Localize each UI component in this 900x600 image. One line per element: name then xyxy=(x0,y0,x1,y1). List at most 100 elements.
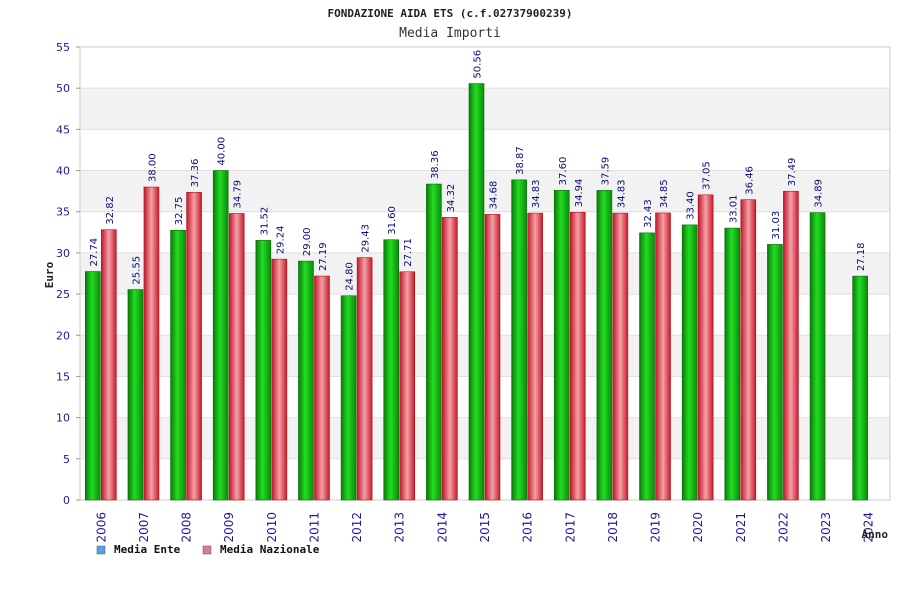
bars xyxy=(85,83,868,501)
x-tick-label: 2015 xyxy=(478,512,492,543)
data-label: 38.87 xyxy=(515,146,526,175)
data-label: 32.43 xyxy=(643,199,654,228)
bar-media-nazionale xyxy=(442,217,458,501)
bar-media-ente xyxy=(809,212,826,501)
data-label: 27.18 xyxy=(856,242,867,271)
legend-label-media-ente: Media Ente xyxy=(114,543,181,556)
x-tick-label: 2011 xyxy=(307,512,321,543)
x-tick-label: 2009 xyxy=(222,512,236,543)
bar-media-nazionale xyxy=(399,271,416,501)
data-label: 31.52 xyxy=(259,207,270,236)
bar-media-ente xyxy=(255,240,272,501)
bar-media-ente xyxy=(596,190,613,501)
chart-title: FONDAZIONE AIDA ETS (c.f.02737900239) xyxy=(327,7,572,20)
y-tick-label: 20 xyxy=(56,329,70,342)
data-label: 29.00 xyxy=(302,228,313,257)
grid-band xyxy=(80,88,890,130)
x-tick-label: 2024 xyxy=(862,512,876,543)
y-tick-label: 55 xyxy=(56,41,70,54)
bar-media-nazionale xyxy=(228,213,245,501)
y-tick-label: 30 xyxy=(56,247,70,260)
bar-media-ente xyxy=(681,224,698,501)
x-tick-label: 2014 xyxy=(435,512,449,543)
x-tick-label: 2008 xyxy=(180,512,194,543)
legend-swatch-media-ente xyxy=(96,545,106,555)
data-label: 34.85 xyxy=(659,179,670,208)
bar-media-ente xyxy=(298,260,314,501)
x-tick-label: 2006 xyxy=(94,512,108,543)
x-tick-label: 2019 xyxy=(649,512,663,543)
bar-media-ente xyxy=(468,83,485,501)
data-label: 38.00 xyxy=(147,153,158,182)
data-label: 34.79 xyxy=(233,180,244,209)
y-tick-label: 45 xyxy=(56,123,70,136)
data-label: 27.74 xyxy=(89,238,100,267)
data-label: 40.00 xyxy=(217,137,228,166)
bar-media-nazionale xyxy=(101,229,117,501)
data-label: 34.83 xyxy=(616,179,627,208)
x-tick-label: 2022 xyxy=(776,512,790,543)
grid-band xyxy=(80,47,890,89)
data-label: 31.03 xyxy=(771,211,782,240)
bar-media-ente xyxy=(383,239,400,501)
bar-media-ente xyxy=(852,275,868,501)
bar-media-nazionale xyxy=(612,212,629,501)
x-axis-label: Anno xyxy=(862,528,889,541)
bar-media-ente xyxy=(426,183,442,501)
bar-media-ente xyxy=(85,271,101,501)
x-tick-label: 2010 xyxy=(265,512,279,543)
bar-media-nazionale xyxy=(186,191,202,501)
data-label: 33.40 xyxy=(686,191,697,220)
y-tick-label: 10 xyxy=(56,412,70,425)
bar-media-nazionale xyxy=(697,194,714,501)
bar-media-ente xyxy=(212,170,229,501)
x-tick-label: 2007 xyxy=(137,512,151,543)
bar-media-nazionale xyxy=(314,275,330,501)
bar-media-ente xyxy=(511,179,527,501)
data-label: 38.36 xyxy=(430,150,441,179)
y-tick-label: 25 xyxy=(56,288,70,301)
data-label: 37.49 xyxy=(787,158,798,187)
y-tick-label: 35 xyxy=(56,206,70,219)
bar-media-ente xyxy=(127,289,144,501)
bar-media-nazionale xyxy=(740,199,757,501)
bar-media-nazionale xyxy=(143,186,160,501)
data-label: 31.60 xyxy=(387,206,398,235)
y-tick-label: 5 xyxy=(63,453,70,466)
grid-band xyxy=(80,129,890,171)
x-axis-ticks: 2006 2007 2008 2009 2010 2011 2012 2013 2014 2015… xyxy=(94,512,875,543)
data-label: 37.60 xyxy=(558,157,569,186)
bar-media-ente xyxy=(340,295,357,501)
bar-media-nazionale xyxy=(356,257,373,501)
data-label: 33.01 xyxy=(728,194,739,223)
data-label: 34.94 xyxy=(574,179,585,208)
data-label: 29.24 xyxy=(275,226,286,255)
data-label: 50.56 xyxy=(473,50,484,79)
data-label: 37.05 xyxy=(702,161,713,190)
legend: Media Ente Media Nazionale xyxy=(96,543,320,556)
bar-media-ente xyxy=(724,227,741,501)
y-tick-label: 50 xyxy=(56,82,70,95)
chart-subtitle: Media Importi xyxy=(399,26,501,41)
data-label: 34.68 xyxy=(489,181,500,210)
bar-media-nazionale xyxy=(527,212,543,501)
x-tick-label: 2016 xyxy=(521,512,535,543)
data-label: 27.71 xyxy=(403,238,414,267)
data-label: 36.46 xyxy=(744,166,755,195)
data-label: 32.75 xyxy=(174,197,185,226)
bar-media-ente xyxy=(767,244,783,501)
y-tick-label: 0 xyxy=(63,494,70,507)
y-axis-ticks: 0 5 10 15 20 25 30 35 40 45 50 55 xyxy=(56,41,80,507)
x-tick-label: 2018 xyxy=(606,512,620,543)
legend-label-media-nazionale: Media Nazionale xyxy=(220,543,320,556)
bar-media-nazionale xyxy=(783,190,799,501)
bar-media-nazionale xyxy=(271,258,288,501)
x-tick-label: 2023 xyxy=(819,512,833,543)
data-label: 37.36 xyxy=(190,159,201,188)
bar-media-nazionale xyxy=(484,214,501,501)
x-tick-label: 2012 xyxy=(350,512,364,543)
data-label: 34.89 xyxy=(814,179,825,208)
y-axis-label: Euro xyxy=(43,261,56,288)
y-tick-label: 15 xyxy=(56,370,70,383)
